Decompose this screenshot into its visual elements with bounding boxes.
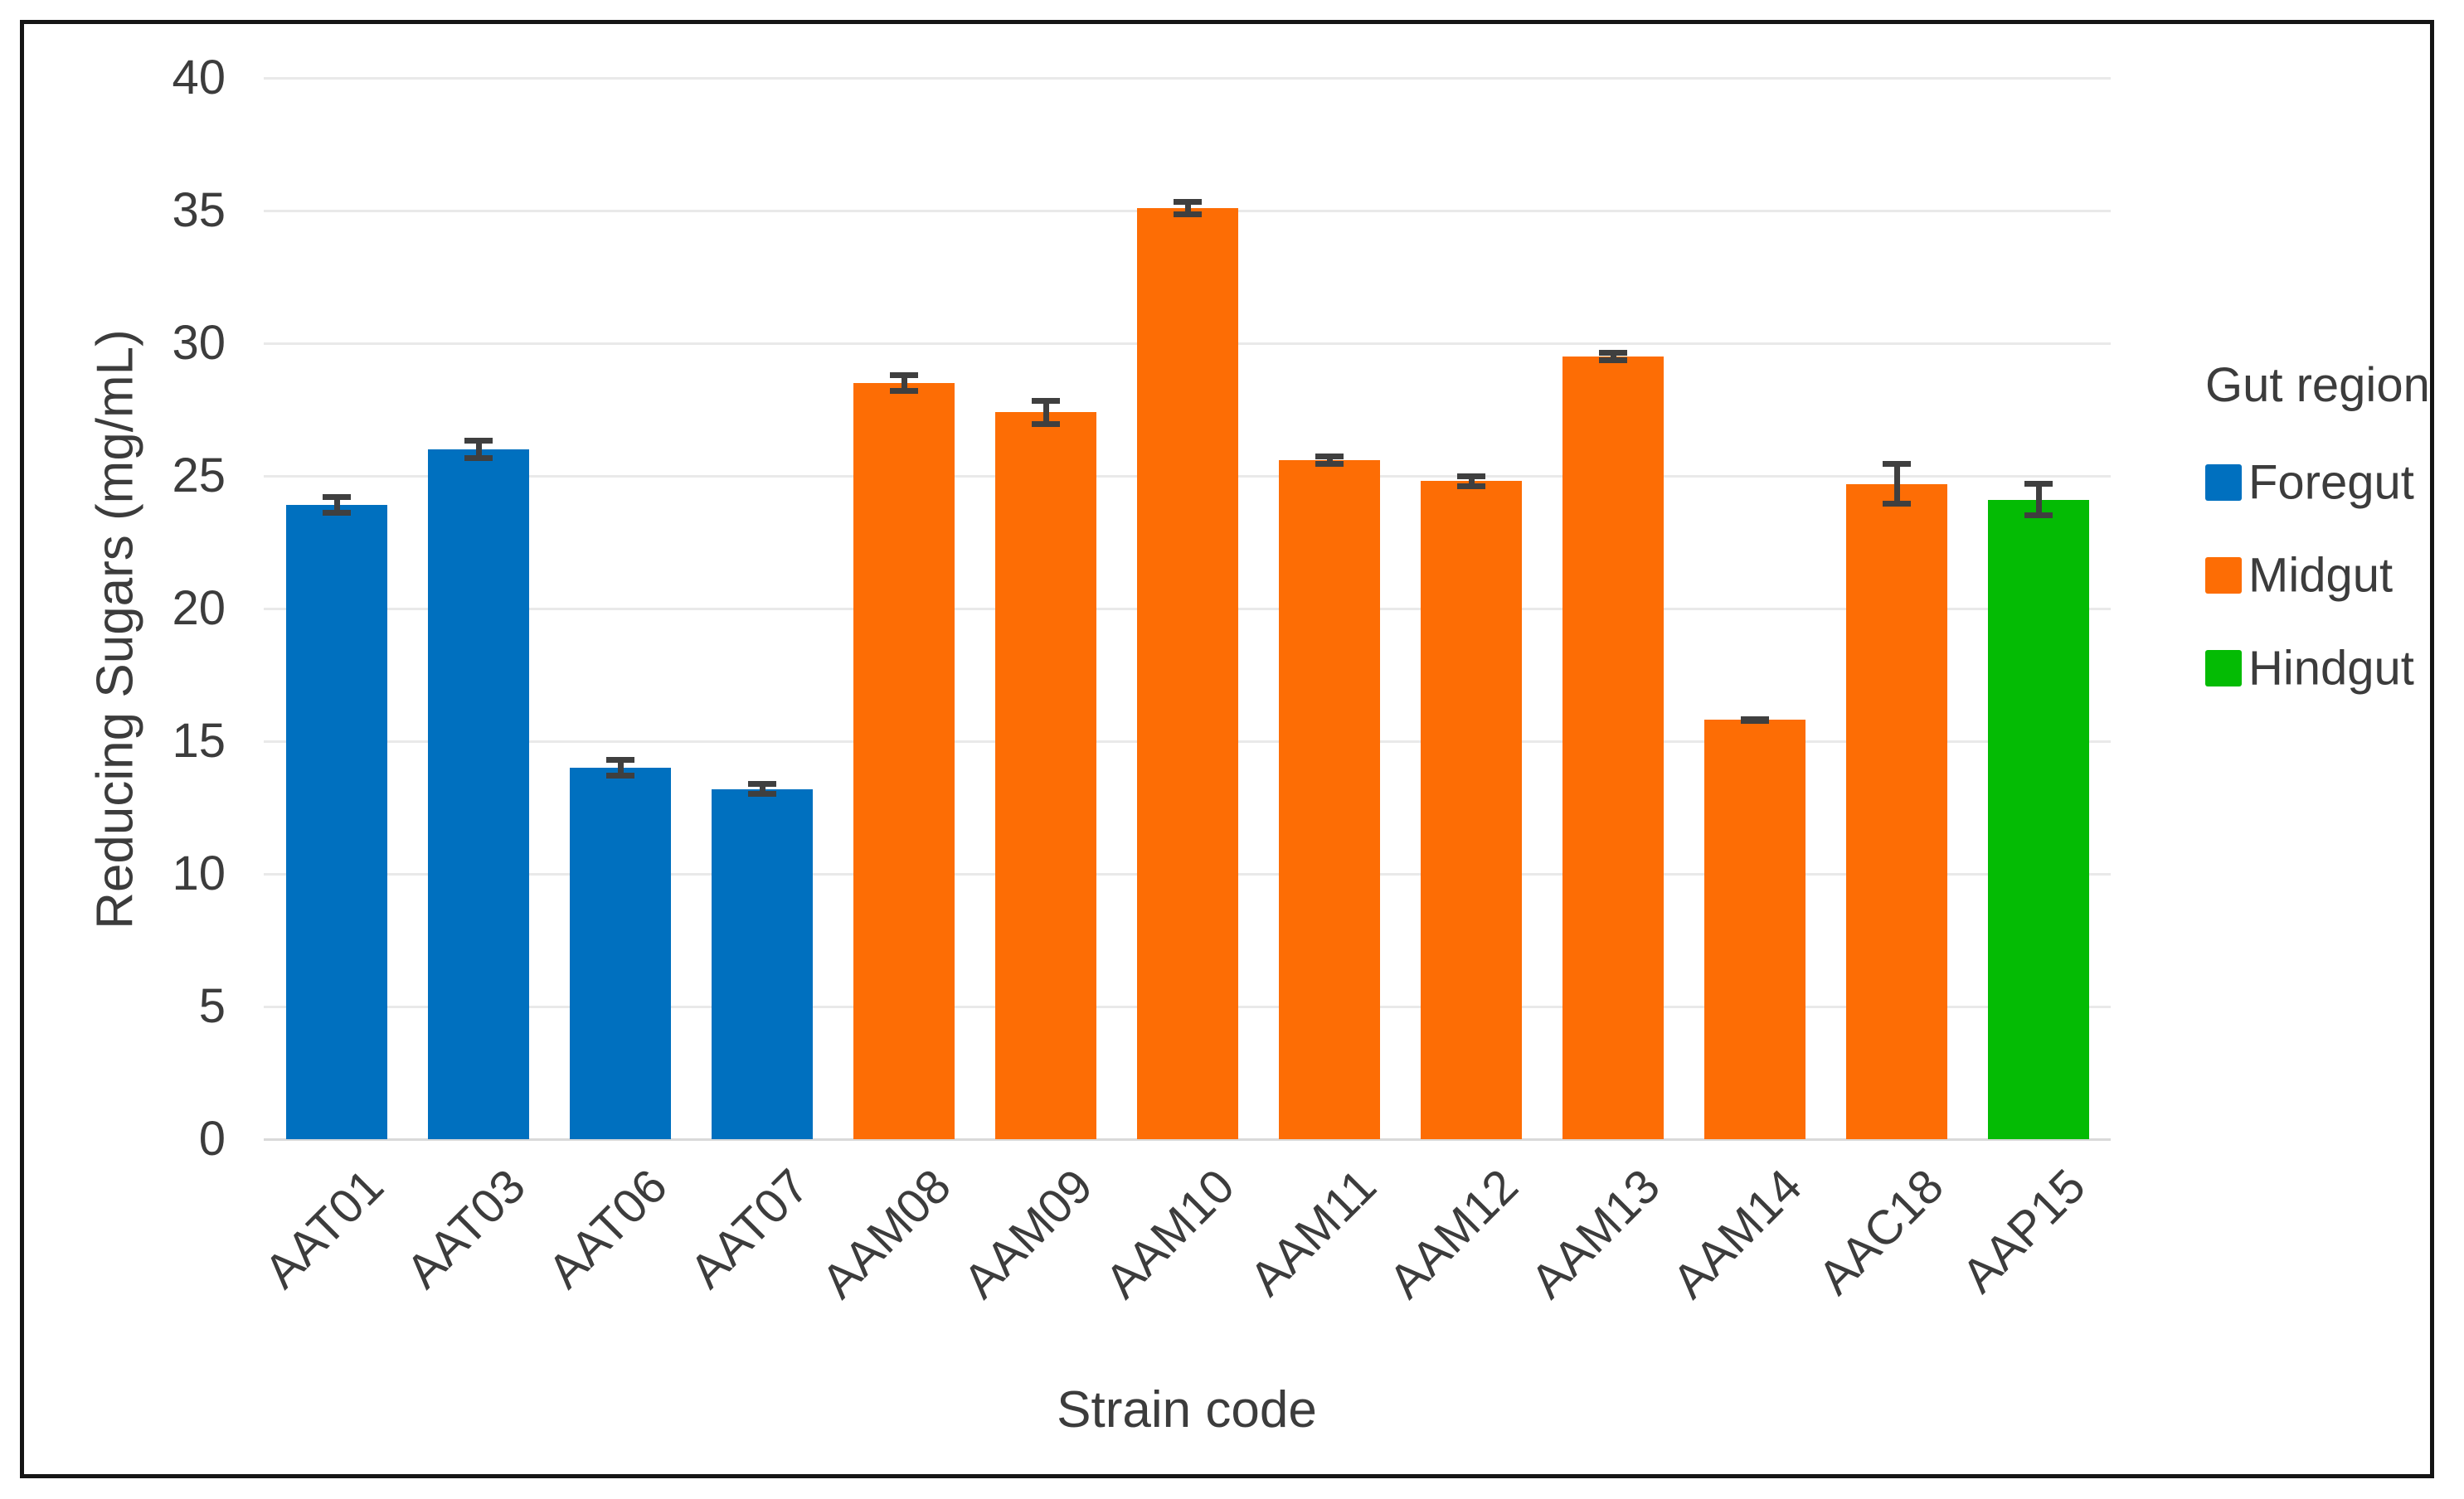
error-bar-cap-bottom: [1883, 500, 1911, 507]
gridline: [264, 77, 2111, 80]
legend-item-foregut: Foregut: [2205, 456, 2430, 510]
y-tick-label: 30: [172, 316, 226, 370]
error-bar-stem: [333, 494, 340, 516]
x-tick-label: AAM12: [1378, 1158, 1528, 1309]
error-bar-stem: [901, 372, 907, 394]
error-bar-stem: [759, 781, 765, 798]
bar-AAC18: [1846, 483, 1947, 1139]
error-bar-stem: [1042, 397, 1049, 427]
error-bar-cap-bottom: [890, 387, 918, 394]
error-bar-cap-top: [323, 494, 351, 501]
error-bar-cap-bottom: [1032, 420, 1060, 427]
x-tick-label: AAM14: [1662, 1158, 1812, 1309]
error-bar-cap-bottom: [1315, 460, 1344, 467]
legend-swatch-foregut: [2205, 464, 2242, 501]
error-bar-cap-bottom: [464, 455, 493, 462]
bar-AAM10: [1137, 207, 1238, 1139]
y-tick-label: 35: [172, 183, 226, 237]
bar-AAP15: [1988, 499, 2089, 1139]
x-tick-label: AAC18: [1807, 1158, 1954, 1305]
error-bar-cap-bottom: [1599, 357, 1627, 363]
x-tick-label: AAM08: [811, 1158, 961, 1309]
bar-AAT06: [570, 768, 671, 1139]
legend-label: Foregut: [2248, 455, 2414, 510]
legend-title: Gut region: [2205, 358, 2430, 412]
x-tick-label: AAT03: [396, 1158, 536, 1299]
bar-AAM08: [853, 383, 955, 1139]
legend-items: Foregut Midgut Hindgut: [2205, 456, 2430, 696]
legend-item-hindgut: Hindgut: [2205, 642, 2430, 696]
error-bar-cap-top: [1032, 397, 1060, 404]
error-bar-cap-top: [1457, 473, 1485, 479]
error-bar-stem: [475, 437, 482, 462]
x-tick-label: AAM09: [953, 1158, 1103, 1309]
legend-label: Midgut: [2248, 548, 2394, 603]
error-bar-cap-bottom: [1741, 718, 1769, 725]
legend-swatch-midgut: [2205, 557, 2242, 594]
error-bar-cap-top: [748, 781, 776, 787]
error-bar-stem: [1893, 461, 1900, 507]
legend-item-midgut: Midgut: [2205, 549, 2430, 603]
legend-swatch-hindgut: [2205, 650, 2242, 686]
y-tick-label: 5: [198, 979, 226, 1033]
error-bar-stem: [1326, 453, 1333, 467]
x-axis-line: [264, 1138, 2111, 1141]
bar-AAM12: [1421, 481, 1522, 1139]
x-tick-label: AAT06: [537, 1158, 678, 1299]
y-tick-label: 15: [172, 714, 226, 768]
error-bar-stem: [1610, 350, 1616, 363]
error-bar-cap-top: [606, 757, 634, 764]
error-bar-stem: [617, 757, 624, 779]
error-bar-cap-bottom: [1457, 483, 1485, 489]
error-bar-cap-top: [1599, 350, 1627, 356]
y-tick-label: 0: [198, 1112, 226, 1166]
error-bar-cap-top: [2024, 481, 2053, 488]
y-tick-label: 10: [172, 847, 226, 900]
bar-AAT01: [286, 505, 387, 1139]
legend-label: Hindgut: [2248, 641, 2414, 696]
error-bar-stem: [1184, 198, 1191, 217]
error-bar-cap-top: [890, 372, 918, 379]
legend: Gut region Foregut Midgut Hindgut: [2205, 357, 2430, 743]
bar-AAT03: [428, 449, 529, 1139]
x-axis-title: Strain code: [1057, 1381, 1317, 1438]
bar-AAM09: [995, 412, 1096, 1139]
x-tick-label: AAT01: [254, 1158, 394, 1299]
y-tick-label: 20: [172, 581, 226, 635]
y-tick-label: 40: [172, 51, 226, 104]
error-bar-cap-top: [1883, 461, 1911, 468]
x-tick-label: AAP15: [1951, 1158, 2096, 1303]
x-tick-label: AAM11: [1239, 1158, 1387, 1307]
bar-AAM13: [1562, 357, 1664, 1139]
bar-AAM11: [1279, 459, 1380, 1139]
error-bar-cap-top: [1174, 198, 1202, 205]
error-bar-stem: [1468, 473, 1475, 489]
error-bar-cap-bottom: [2024, 512, 2053, 519]
error-bar-stem: [2035, 481, 2042, 519]
error-bar-cap-bottom: [1174, 211, 1202, 217]
error-bar-cap-bottom: [748, 791, 776, 798]
error-bar-cap-bottom: [606, 772, 634, 779]
x-tick-label: AAM10: [1095, 1158, 1245, 1309]
y-tick-label: 25: [172, 449, 226, 502]
x-tick-label: AAT07: [679, 1158, 819, 1299]
bar-AAM14: [1704, 720, 1805, 1139]
x-tick-label: AAM13: [1520, 1158, 1670, 1309]
error-bar-cap-top: [1315, 453, 1344, 459]
bar-AAT07: [712, 788, 813, 1139]
error-bar-cap-top: [464, 437, 493, 444]
figure-border: Reducing Sugars (mg/mL) Strain code Gut …: [20, 20, 2434, 1478]
error-bar-cap-bottom: [323, 510, 351, 516]
